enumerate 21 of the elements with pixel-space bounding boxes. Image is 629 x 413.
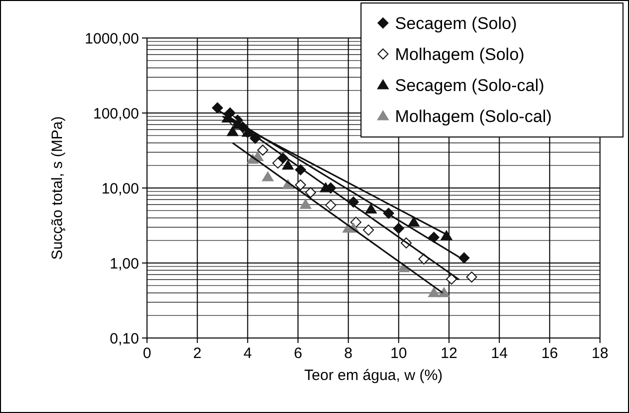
legend-label: Molhagem (Solo-cal) [395, 106, 552, 126]
legend-label: Secagem (Solo-cal) [395, 76, 544, 95]
x-tick-label: 10 [390, 345, 408, 362]
x-tick-label: 2 [193, 345, 202, 362]
x-tick-label: 8 [344, 345, 353, 362]
y-tick-label: 100,00 [93, 105, 139, 122]
x-axis-title: Teor em água, w (%) [304, 367, 443, 384]
y-tick-label: 1,00 [110, 255, 139, 272]
y-tick-label: 10,00 [101, 180, 139, 198]
x-tick-label: 16 [541, 345, 558, 362]
x-tick-label: 6 [294, 345, 302, 362]
y-tick-label: 0,10 [110, 330, 139, 348]
x-tick-label: 4 [243, 345, 252, 362]
x-tick-label: 14 [490, 345, 508, 362]
y-tick-label: 1000,00 [84, 30, 139, 48]
x-tick-label: 0 [142, 345, 152, 362]
y-axis-title: Sucção total, s (MPa) [49, 116, 66, 260]
x-tick-label: 12 [440, 345, 458, 362]
legend-label: Secagem (Solo) [395, 14, 517, 33]
legend-label: Molhagem (Solo) [395, 44, 524, 64]
x-tick-label: 18 [592, 345, 608, 362]
